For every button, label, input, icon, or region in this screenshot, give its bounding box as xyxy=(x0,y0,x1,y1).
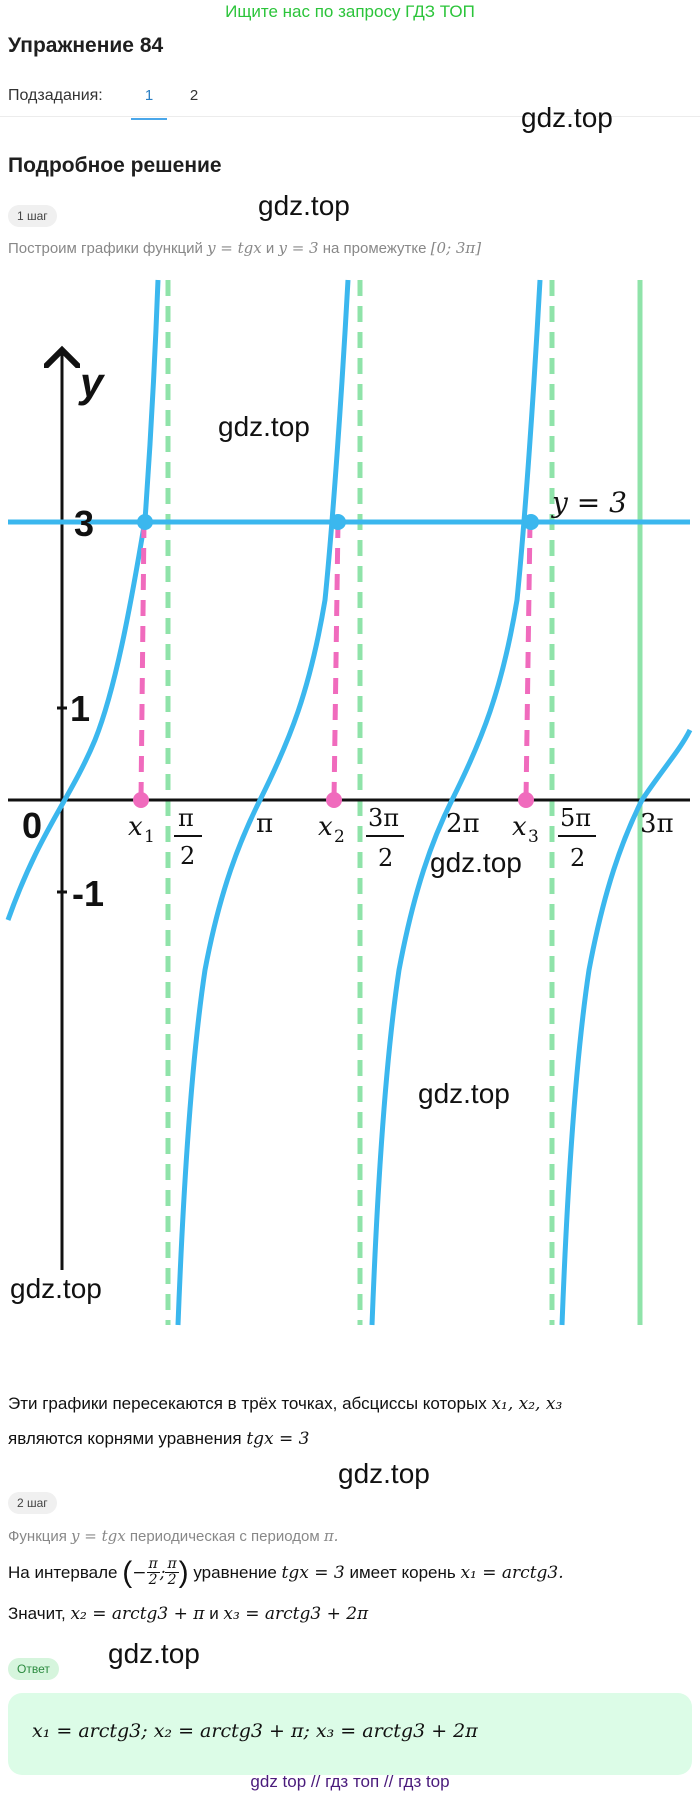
conclusion-text: Эти графики пересекаются в трёх точках, … xyxy=(8,1394,487,1413)
step2-l3-x2: x₂ = arctg3 + π xyxy=(70,1604,205,1624)
answer-box xyxy=(8,1693,692,1775)
watermark: gdz.top xyxy=(108,1638,200,1669)
step1-prefix: Построим графики функций xyxy=(8,240,203,257)
frac-den: 2 xyxy=(148,1572,158,1588)
frac1-num: π xyxy=(178,804,194,832)
tick-label-3: 3 xyxy=(74,503,94,544)
frac-num: π xyxy=(146,1556,160,1573)
conclusion-roots: x₁, x₂, x₃ xyxy=(491,1394,563,1414)
function-tg: y = tgx xyxy=(207,239,262,257)
drop-x1 xyxy=(138,521,147,801)
point-x1 xyxy=(133,792,149,808)
answer-badge: Ответ xyxy=(8,1658,59,1680)
section-title: Подробное решение xyxy=(8,154,222,177)
label-x3: x xyxy=(512,812,527,842)
step2-l2-has: имеет корень xyxy=(349,1562,456,1582)
point-intersect-1 xyxy=(137,514,153,530)
frac-den: 2 xyxy=(167,1572,177,1588)
page-title: Упражнение 84 xyxy=(8,34,164,57)
step2-line1: Функция y = tgx периодическая с периодом… xyxy=(8,1527,338,1545)
tan-branch-1 xyxy=(5,279,161,921)
label-pi: π xyxy=(256,809,273,839)
function-const: y = 3 xyxy=(278,239,319,257)
watermark: gdz.top xyxy=(218,411,310,442)
step1-text: Построим графики функций y = tgx и y = 3… xyxy=(8,239,481,257)
paren-open: ( xyxy=(122,1555,133,1589)
label-x1: x xyxy=(128,812,143,842)
conclusion-line1: Эти графики пересекаются в трёх точках, … xyxy=(8,1392,562,1416)
watermark: gdz.top xyxy=(258,190,350,221)
label-x1-sub: 1 xyxy=(144,827,155,847)
tan-branch-2 xyxy=(175,279,351,1326)
label-x2-sub: 2 xyxy=(334,827,345,847)
step2-l2-prefix: На интервале xyxy=(8,1562,118,1582)
step2-l2-root: x₁ = arctg3. xyxy=(460,1562,564,1583)
watermark: gdz.top xyxy=(521,102,613,133)
step-badge: 1 шаг xyxy=(8,205,57,227)
line-label-y3: y = 3 xyxy=(550,486,627,519)
conclusion-text2: являются корнями уравнения xyxy=(8,1429,242,1448)
label-3pi: 3π xyxy=(640,809,674,839)
subtask-tab-2[interactable]: 2 xyxy=(189,87,199,104)
point-intersect-3 xyxy=(523,514,539,530)
tan-branch-3 xyxy=(369,279,543,1326)
drop-x3 xyxy=(523,521,533,801)
minus-sign: − xyxy=(132,1562,147,1583)
tick-label-0: 0 xyxy=(22,805,42,846)
label-2pi: 2π xyxy=(446,809,480,839)
frac3-num: 5π xyxy=(560,804,591,832)
subtask-tab-1[interactable]: 1 xyxy=(131,87,167,120)
tangent-graph: y 3 1 0 -1 y = 3 x 1 x 2 x 3 π 2π 3π π 2… xyxy=(5,279,693,1326)
point-intersect-2 xyxy=(330,514,346,530)
step2-line3: Значит, x₂ = arctg3 + π и x₃ = arctg3 + … xyxy=(8,1602,368,1626)
step2-l2-mid: уравнение xyxy=(193,1562,277,1582)
separator: ; xyxy=(159,1562,166,1583)
step-badge: 2 шаг xyxy=(8,1492,57,1514)
paren-close: ) xyxy=(178,1555,189,1589)
tick-label-1: 1 xyxy=(70,688,90,729)
y-axis-label: y xyxy=(78,359,106,406)
step2-l3-and: и xyxy=(209,1604,219,1623)
search-banner[interactable]: Ищите нас по запросу ГДЗ ТОП xyxy=(225,2,475,21)
frac1-den: 2 xyxy=(180,842,195,870)
frac2-num: 3π xyxy=(368,804,399,832)
tan-branch-4 xyxy=(559,728,693,1326)
step2-l3-prefix: Значит, xyxy=(8,1604,66,1623)
step1-and: и xyxy=(265,240,275,257)
step2-l1-period: π. xyxy=(323,1527,339,1545)
step2-l1-suffix: периодическая с периодом xyxy=(129,1528,320,1545)
watermark: gdz.top xyxy=(338,1458,430,1489)
watermark: gdz.top xyxy=(10,1273,102,1304)
watermark: gdz.top xyxy=(430,847,522,878)
frac-neg-pi-2: π 2 xyxy=(146,1556,160,1588)
drop-x2 xyxy=(331,521,341,801)
frac-num: π xyxy=(165,1556,179,1573)
subtasks-label: Подзадания: xyxy=(8,87,103,104)
step2-l1-prefix: Функция xyxy=(8,1528,67,1545)
conclusion-line2: являются корнями уравнения tgx = 3 xyxy=(8,1427,310,1451)
frac3-den: 2 xyxy=(570,844,585,872)
frac2-den: 2 xyxy=(378,844,393,872)
conclusion-eq: tgx = 3 xyxy=(246,1429,310,1449)
point-x3 xyxy=(518,792,534,808)
label-x3-sub: 3 xyxy=(528,827,539,847)
frac-pi-2: π 2 xyxy=(165,1556,179,1588)
label-x2: x xyxy=(318,812,333,842)
step2-l1-func: y = tgx xyxy=(71,1527,126,1545)
answer-text: x₁ = arctg3; x₂ = arctg3 + π; x₃ = arctg… xyxy=(32,1720,478,1742)
watermark: gdz.top xyxy=(418,1078,510,1109)
footer-links[interactable]: gdz top // гдз топ // гдз top xyxy=(250,1772,450,1791)
interval: [0; 3π] xyxy=(430,239,482,257)
step2-l3-x3: x₃ = arctg3 + 2π xyxy=(223,1604,369,1624)
tick-label-neg1: -1 xyxy=(72,873,104,914)
subtasks-divider xyxy=(0,116,700,117)
step2-line2: На интервале ( − π 2 ; π 2 ) уравнение t… xyxy=(8,1557,564,1588)
step1-suffix: на промежутке xyxy=(322,240,427,257)
step2-l2-eq: tgx = 3 xyxy=(281,1562,345,1583)
point-x2 xyxy=(326,792,342,808)
